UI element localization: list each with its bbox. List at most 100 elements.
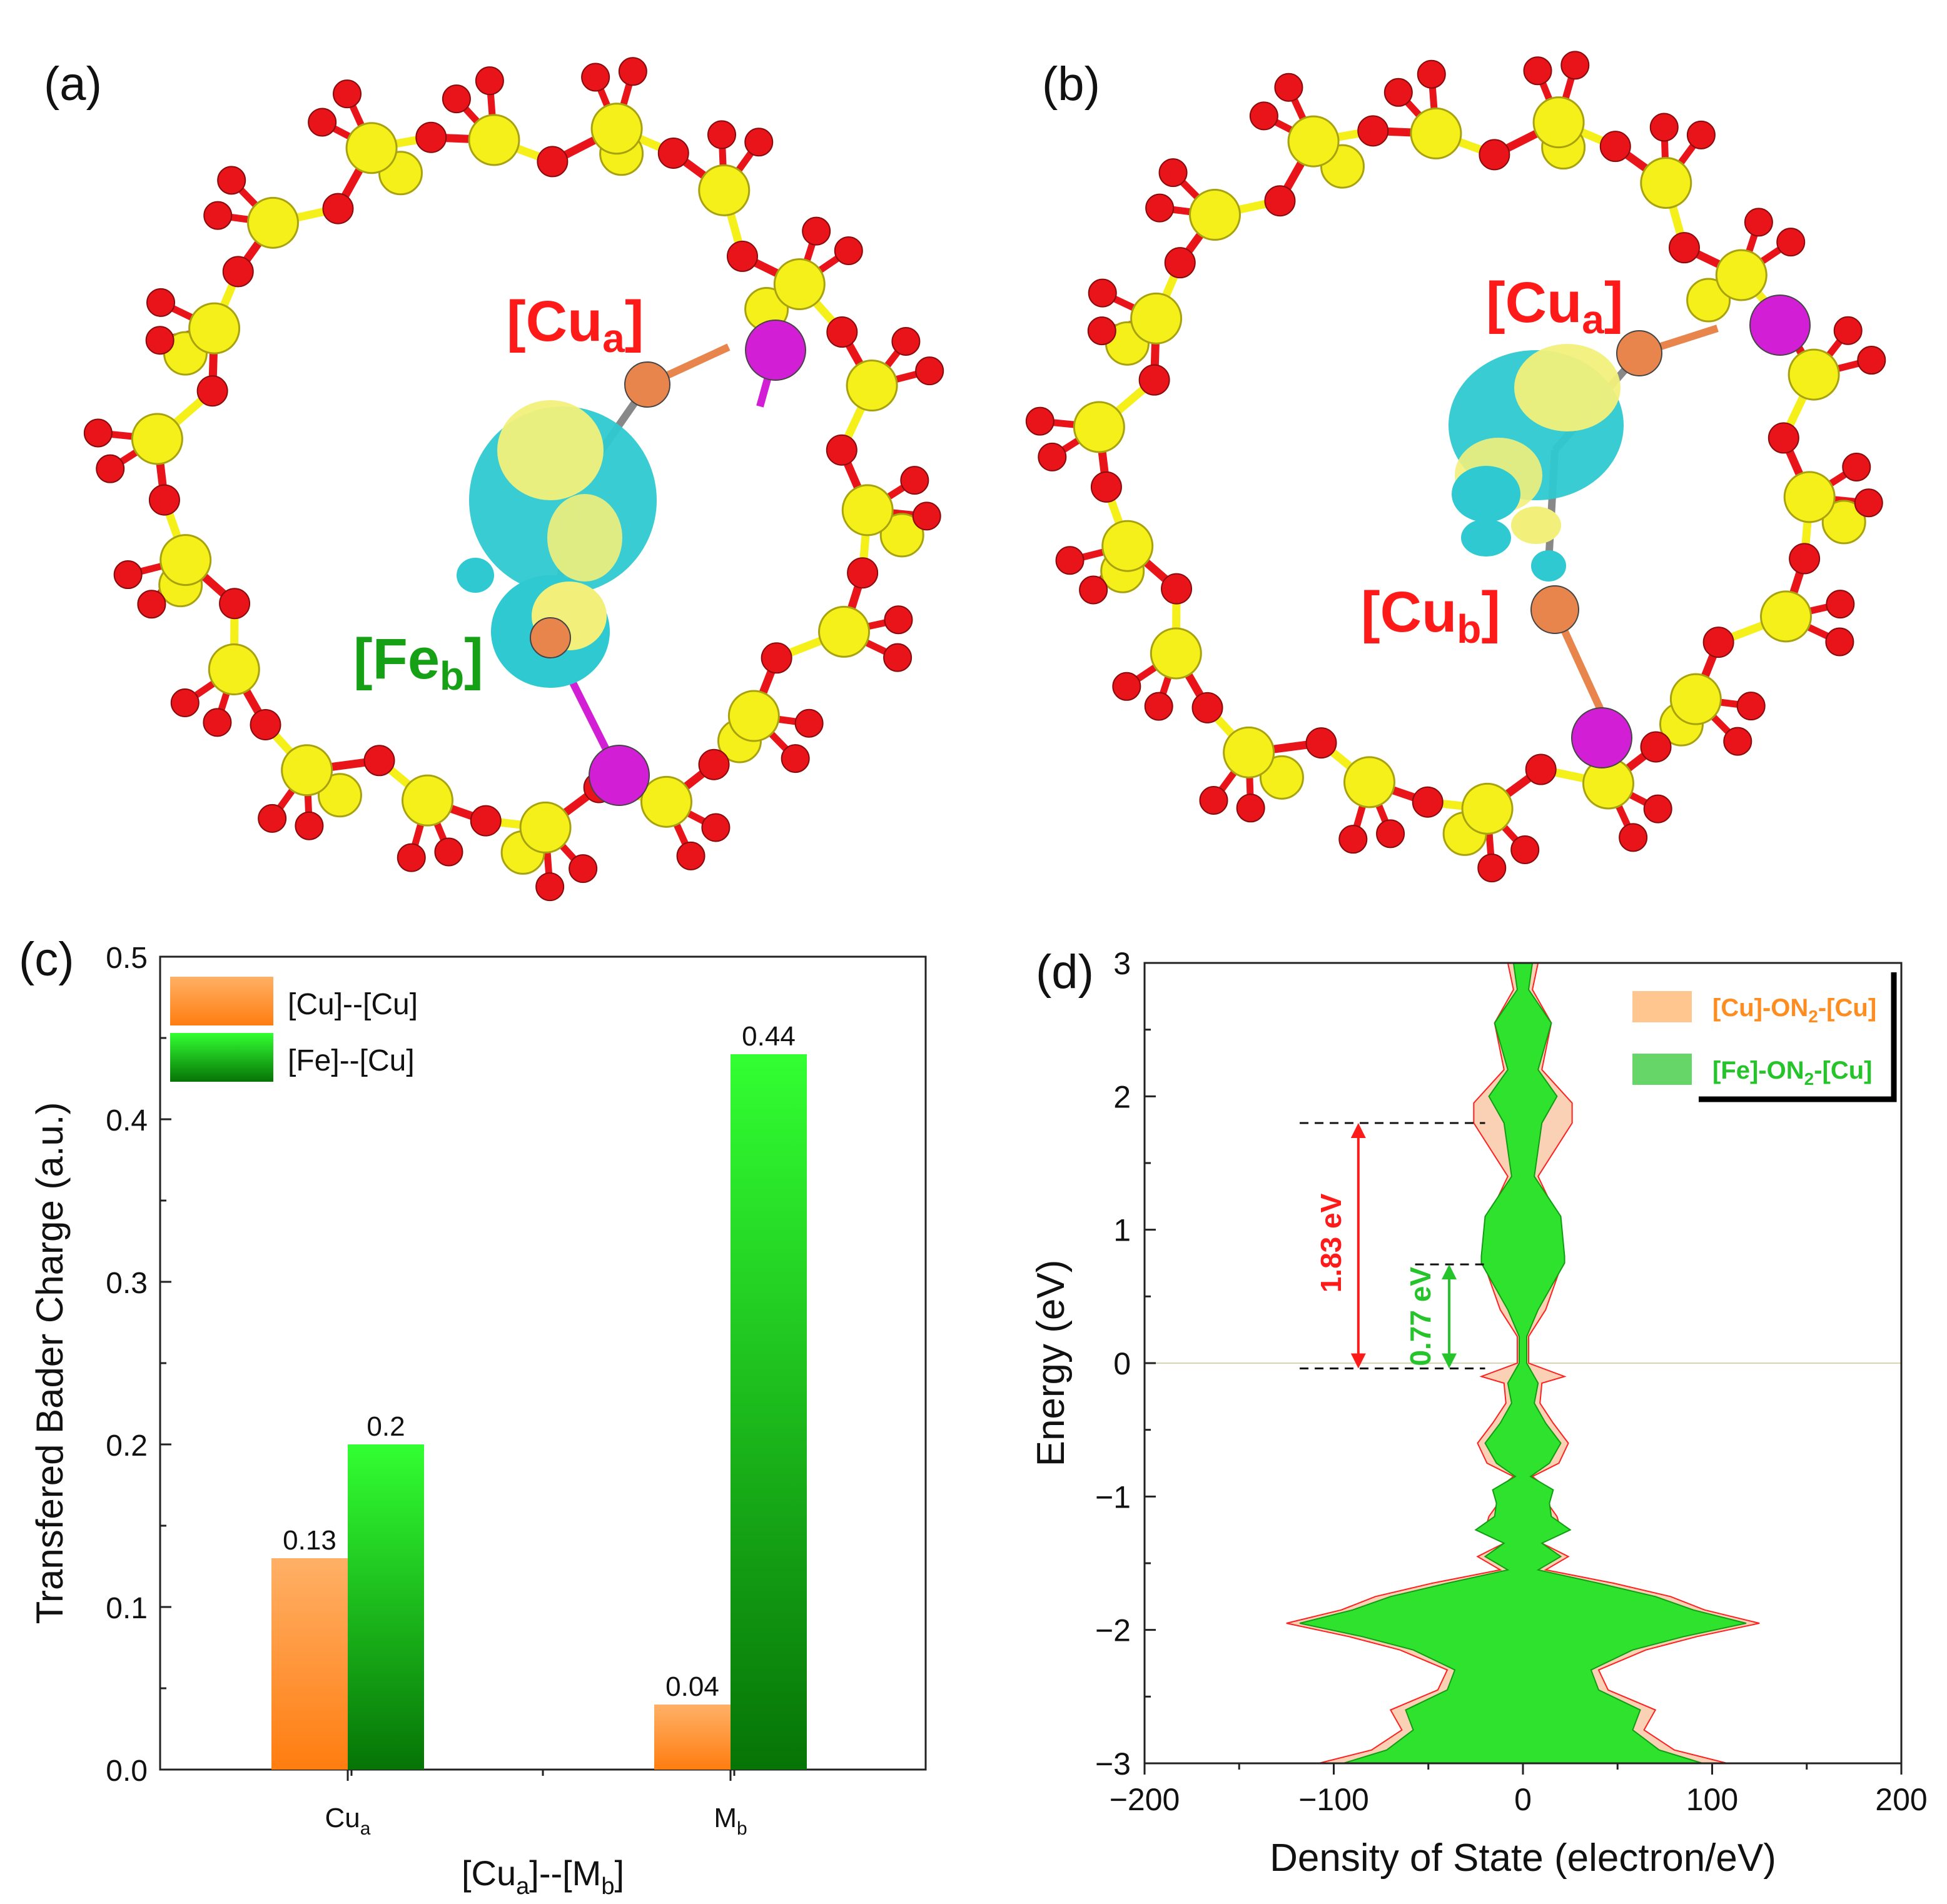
y-tick-label: 0.5 xyxy=(106,942,148,975)
oxygen-atom xyxy=(618,57,647,86)
oxygen-atom xyxy=(1477,854,1507,883)
silicon-atom xyxy=(131,413,183,465)
oxygen-atom xyxy=(363,745,395,777)
metal-atom xyxy=(589,745,650,806)
silicon-atom xyxy=(640,775,693,828)
legend: [Cu]--[Cu] [Fe]--[Cu] xyxy=(170,977,418,1082)
oxygen-atom xyxy=(145,326,174,355)
oxygen-atom xyxy=(83,418,113,448)
oxygen-atom xyxy=(333,79,362,109)
bar-value-label: 0.44 xyxy=(742,1021,796,1052)
oxygen-atom xyxy=(258,803,287,833)
silicon-atom xyxy=(727,690,780,742)
oxygen-atom xyxy=(1619,823,1648,852)
oxygen-atom xyxy=(203,201,233,230)
copper-atom xyxy=(1530,585,1579,634)
y-axis-label: Energy (eV) xyxy=(1029,1260,1073,1467)
oxygen-atom xyxy=(537,146,569,178)
oxygen-atom xyxy=(434,837,463,867)
oxygen-atom xyxy=(1857,346,1886,375)
legend-label-cu-cu: [Cu]--[Cu] xyxy=(288,988,418,1021)
silicon-atom xyxy=(246,196,299,249)
oxygen-atom xyxy=(1767,422,1799,454)
bar-value-label: 0.04 xyxy=(665,1671,719,1702)
oxygen-atom xyxy=(1479,139,1510,171)
y-tick-label: 0.3 xyxy=(106,1267,148,1300)
oxygen-atom xyxy=(1510,835,1540,864)
gap-arrow-green-head xyxy=(1442,1353,1457,1369)
legend: [Cu]-ON2-[Cu] [Fe]-ON2-[Cu] xyxy=(1632,972,1897,1102)
oxygen-atom xyxy=(1161,573,1193,605)
legend-swatch-cu xyxy=(1632,991,1692,1022)
x-tick-label: 100 xyxy=(1686,1782,1738,1817)
silicon-atom xyxy=(402,774,454,827)
oxygen-atom xyxy=(148,484,180,516)
oxygen-atom xyxy=(137,590,166,619)
oxygen-atom xyxy=(308,108,337,137)
oxygen-atom xyxy=(891,326,921,356)
legend-swatch-fe-cu xyxy=(170,1033,273,1082)
oxygen-atom xyxy=(1264,185,1296,217)
silicon-atom xyxy=(1188,189,1241,241)
y-tick-label: 0 xyxy=(1113,1346,1131,1381)
oxygen-atom xyxy=(196,375,228,407)
oxygen-atom xyxy=(726,240,758,272)
x-tick-label: −200 xyxy=(1110,1782,1180,1817)
y-axis-label: Transfered Bader Charge (a.u.) xyxy=(29,1102,71,1624)
oxygen-atom xyxy=(295,811,324,840)
oxygen-atom xyxy=(1079,575,1108,605)
oxygen-atom xyxy=(834,236,863,266)
panel-d-letter: (d) xyxy=(1036,945,1094,999)
oxygen-atom xyxy=(1599,131,1631,163)
oxygen-atom xyxy=(1090,471,1122,503)
oxygen-atom xyxy=(884,605,913,635)
oxygen-atom xyxy=(701,813,731,842)
oxygen-atom xyxy=(1088,278,1117,308)
panel-a-structure: (a) [Cua] [Feb] xyxy=(44,57,944,902)
oxygen-atom xyxy=(1357,115,1389,147)
oxygen-atom xyxy=(883,643,913,672)
silicon-atom xyxy=(1821,500,1866,545)
oxygen-atom xyxy=(761,642,792,674)
panel-a-atoms xyxy=(83,57,944,902)
x-axis-label: [Cua]--[Mb] xyxy=(462,1853,624,1900)
panel-c-bar-chart: (c) 0.0 0.1 0.2 0.3 0.4 0.5 Cua Mb 0.13 0.04 0.2… xyxy=(19,933,927,1900)
silicon-atom xyxy=(188,302,241,355)
gap-arrow-red-head xyxy=(1350,1123,1366,1138)
oxygen-atom xyxy=(1038,442,1067,471)
silicon-atom xyxy=(698,164,751,216)
oxygen-atom xyxy=(1191,692,1223,723)
silicon-atom xyxy=(1101,520,1154,572)
silicon-atom xyxy=(208,643,260,696)
oxygen-atom xyxy=(1736,692,1766,721)
oxygen-atom xyxy=(744,128,774,157)
oxygen-atom xyxy=(657,137,689,169)
oxygen-atom xyxy=(470,805,502,837)
legend-label-cu: [Cu]-ON2-[Cu] xyxy=(1712,994,1876,1026)
panel-b-structure: (b) [Cua] [Cub] xyxy=(1025,51,1886,883)
oxygen-atom xyxy=(1112,672,1141,701)
oxygen-atom xyxy=(707,120,736,149)
oxygen-atom xyxy=(1025,406,1054,436)
oxygen-atom xyxy=(1833,316,1863,345)
y-tick-label: −2 xyxy=(1095,1613,1131,1648)
legend-frame xyxy=(1699,972,1897,1102)
bar-fe-cu xyxy=(731,1054,807,1770)
panel-d-dos-chart: (d) −3 −2 −1 0 1 2 3 −200 −100 0 100 200 1.83 eV 0.… xyxy=(1029,945,1928,1880)
oxygen-atom xyxy=(1144,692,1173,721)
oxygen-atom xyxy=(170,688,200,718)
gap-arrow-green-head xyxy=(1442,1264,1457,1280)
oxygen-atom xyxy=(847,557,879,589)
panel-c-letter: (c) xyxy=(19,933,74,986)
silicon-atom xyxy=(1461,782,1514,835)
silicon-atom xyxy=(773,258,826,311)
oxygen-atom xyxy=(915,356,944,386)
oxygen-atom xyxy=(1560,51,1590,80)
bar-value-label: 0.13 xyxy=(283,1525,336,1556)
silicon-atom xyxy=(1223,726,1275,778)
metal-atom xyxy=(1571,707,1632,768)
silicon-atom xyxy=(281,744,333,797)
oxygen-atom xyxy=(1164,247,1196,279)
oxygen-atom xyxy=(203,708,232,737)
silicon-atom xyxy=(1073,401,1125,453)
